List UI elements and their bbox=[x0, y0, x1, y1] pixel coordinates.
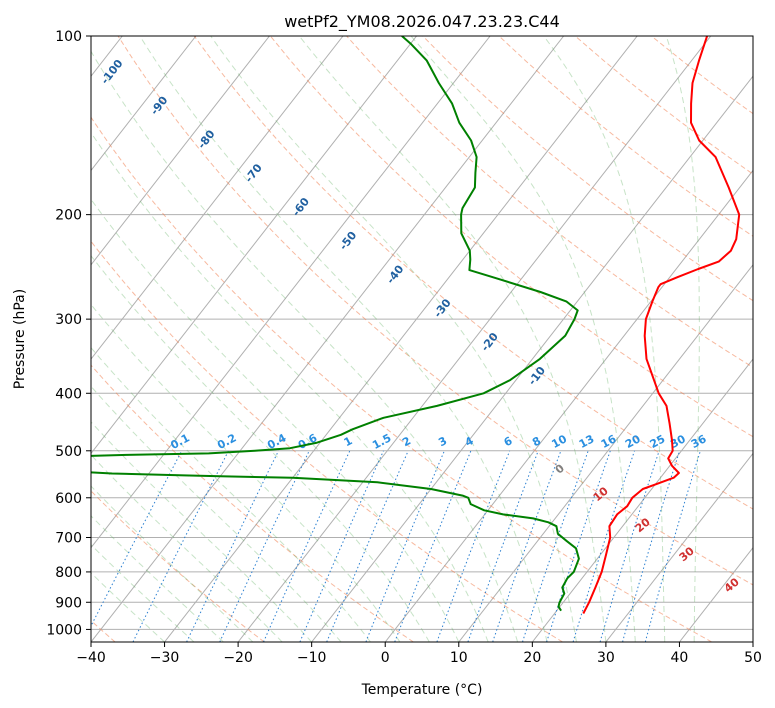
x-tick-label: −40 bbox=[76, 650, 106, 666]
y-tick-label: 700 bbox=[55, 531, 82, 547]
dry-adiabat bbox=[91, 240, 563, 642]
mixing-ratio-label: 10 bbox=[549, 432, 569, 451]
mixing-ratio-line bbox=[622, 450, 681, 642]
series-temperature-line bbox=[582, 36, 741, 614]
mixing-ratio-label: 36 bbox=[689, 432, 709, 451]
mixing-ratio-label: 20 bbox=[623, 432, 643, 451]
moist-adiabat bbox=[91, 346, 371, 642]
mixing-ratio-line bbox=[492, 450, 562, 642]
moist-adiabat bbox=[91, 421, 313, 642]
y-tick-label: 1000 bbox=[46, 622, 82, 638]
mixing-ratio-line bbox=[522, 450, 589, 642]
moist-adiabat bbox=[410, 36, 636, 642]
x-tick-label: 10 bbox=[450, 650, 468, 666]
isotherm-line bbox=[311, 75, 753, 642]
chart-title: wetPf2_YM08.2026.047.23.23.C44 bbox=[284, 12, 560, 32]
isotherm-line bbox=[91, 36, 197, 172]
axis-ticks: −40 −30 −20 −10 0 10 20 30 40 50 100 200 300 400 500 60… bbox=[46, 29, 762, 666]
y-tick-label: 800 bbox=[55, 565, 82, 581]
isotherm-line bbox=[91, 36, 270, 266]
mixing-ratio-line bbox=[132, 450, 229, 642]
dry-adiabat bbox=[117, 36, 753, 586]
moist-adiabat bbox=[91, 572, 165, 642]
moist-adiabat bbox=[91, 544, 195, 642]
dry-adiabat bbox=[91, 364, 414, 642]
mixing-ratio-line bbox=[644, 450, 701, 642]
isotherm-line bbox=[531, 358, 753, 642]
isotherm-line bbox=[91, 36, 344, 360]
dry-adiabat bbox=[193, 36, 753, 510]
moist-adiabat-lines bbox=[91, 36, 700, 642]
moist-adiabat bbox=[665, 36, 700, 642]
x-tick-label: 20 bbox=[523, 650, 541, 666]
mixing-ratio-line bbox=[467, 450, 539, 642]
y-tick-label: 900 bbox=[55, 595, 82, 611]
y-tick-label: 300 bbox=[55, 312, 82, 328]
isotherm-line bbox=[384, 169, 753, 642]
x-tick-label: −20 bbox=[223, 650, 253, 666]
mixing-ratio-lines: 0.1 0.2 0.4 0.6 1 1.5 2 3 4 6 8 10 13 16 20 25 30 36 bbox=[91, 431, 709, 642]
dry-adiabat-lines bbox=[91, 36, 753, 642]
x-tick-label: −30 bbox=[150, 650, 180, 666]
isobar-gridlines bbox=[91, 36, 753, 630]
mixing-ratio-line bbox=[436, 450, 511, 642]
moist-adiabat bbox=[91, 50, 519, 642]
moist-adiabat bbox=[91, 198, 460, 642]
moist-adiabat bbox=[91, 131, 489, 642]
dry-adiabat bbox=[346, 36, 753, 368]
mixing-ratio-line bbox=[365, 450, 445, 642]
moist-adiabat bbox=[91, 454, 283, 642]
isotherm-line bbox=[458, 263, 753, 642]
y-axis-label: Pressure (hPa) bbox=[12, 289, 28, 389]
y-tick-label: 600 bbox=[55, 491, 82, 507]
isotherm-line bbox=[164, 36, 638, 642]
mixing-ratio-label: 13 bbox=[577, 432, 597, 451]
x-tick-label: 30 bbox=[597, 650, 615, 666]
moist-adiabat bbox=[91, 515, 224, 642]
y-tick-label: 500 bbox=[55, 444, 82, 460]
isotherm-line bbox=[91, 36, 491, 549]
mixing-ratio-line bbox=[299, 450, 384, 642]
mixing-ratio-label: 25 bbox=[648, 432, 668, 451]
isotherm-line bbox=[605, 452, 753, 642]
moist-adiabat bbox=[543, 36, 666, 642]
isotherm-line bbox=[237, 36, 712, 642]
mixing-ratio-line bbox=[599, 450, 660, 642]
plot-frame bbox=[90, 35, 754, 643]
x-tick-label: 40 bbox=[671, 650, 689, 666]
sounding-series bbox=[91, 36, 741, 614]
series-dewpoint-line bbox=[91, 36, 580, 612]
dry-adiabat bbox=[91, 490, 265, 642]
mixing-ratio-line bbox=[394, 450, 472, 642]
moist-adiabat bbox=[91, 303, 401, 642]
mixing-ratio-line bbox=[572, 450, 635, 642]
x-axis-label: Temperature (°C) bbox=[361, 682, 483, 698]
moist-adiabat bbox=[210, 36, 577, 642]
moist-adiabat bbox=[91, 254, 430, 642]
moist-adiabat bbox=[298, 36, 607, 642]
x-tick-label: 50 bbox=[744, 650, 762, 666]
x-tick-label: 0 bbox=[381, 650, 390, 666]
isotherm-line bbox=[91, 36, 565, 642]
dry-adiabat bbox=[91, 116, 713, 642]
y-tick-label: 400 bbox=[55, 386, 82, 402]
x-tick-label: −10 bbox=[297, 650, 327, 666]
y-tick-label: 100 bbox=[55, 29, 82, 45]
y-tick-label: 200 bbox=[55, 208, 82, 224]
mixing-ratio-line bbox=[546, 450, 611, 642]
isotherm-lines bbox=[91, 36, 753, 642]
moist-adiabat bbox=[91, 485, 254, 642]
isotherm-line bbox=[91, 36, 417, 455]
mixing-ratio-line bbox=[326, 450, 409, 642]
mixing-ratio-label: 16 bbox=[599, 432, 619, 451]
